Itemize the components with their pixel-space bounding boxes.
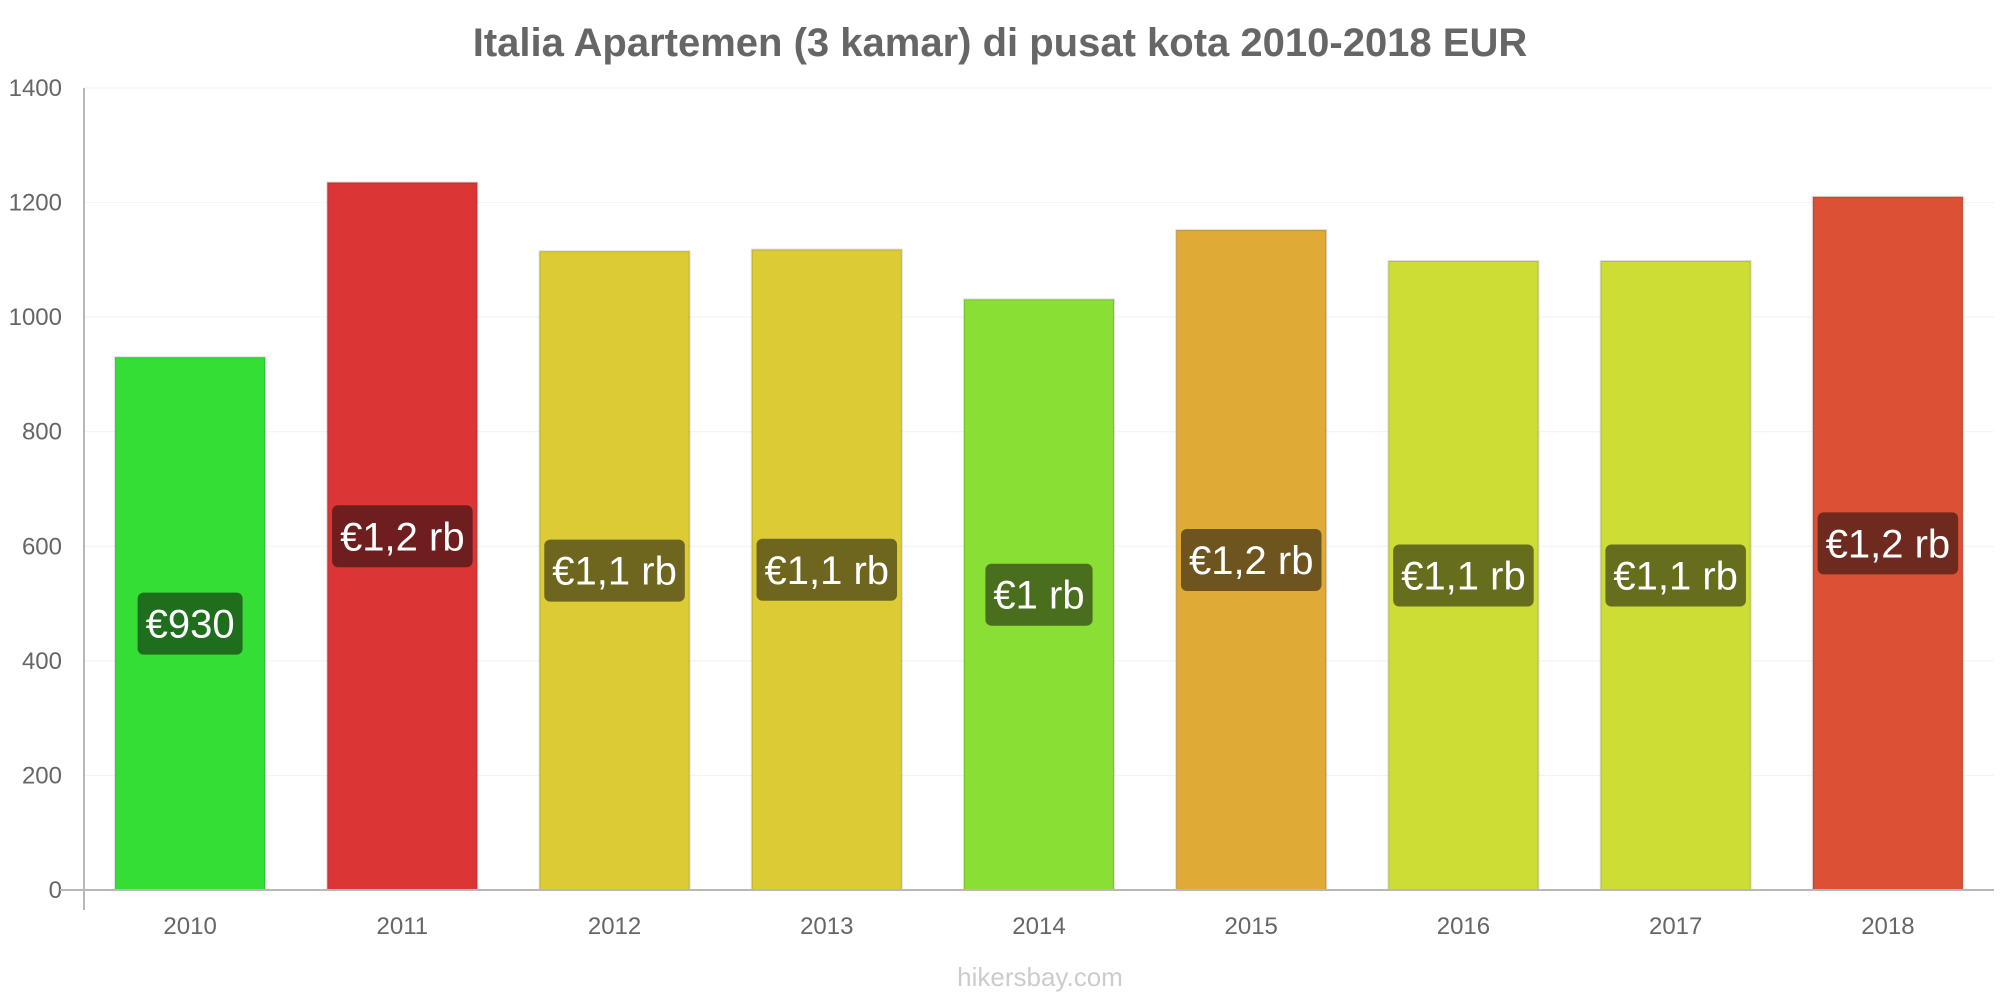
data-label-2011: €1,2 rb — [332, 505, 473, 568]
data-label-2014: €1 rb — [985, 563, 1093, 626]
data-label-background — [1180, 529, 1322, 592]
x-tick-label: 2018 — [1861, 913, 1914, 940]
y-tick-label: 800 — [22, 419, 62, 446]
x-tick-label: 2016 — [1437, 913, 1490, 940]
y-tick-label: 1400 — [9, 75, 62, 102]
data-label-background — [332, 505, 473, 568]
x-tick-label: 2013 — [800, 913, 853, 940]
data-label-background — [1605, 544, 1746, 607]
x-tick-label: 2017 — [1649, 913, 1702, 940]
data-label-background — [137, 592, 243, 655]
data-label-background — [756, 538, 898, 601]
data-labels: €930 €1,2 rb €1,1 rb €1,1 rb €1 rb €1,2 rb €1,… — [137, 505, 1959, 655]
x-tick-label: 2014 — [1012, 913, 1065, 940]
data-label-text: €1,2 rb — [1826, 522, 1951, 566]
data-label-2012: €1,1 rb — [544, 539, 685, 602]
data-label-background — [985, 563, 1093, 626]
data-label-2016: €1,1 rb — [1393, 544, 1534, 607]
data-label-text: €1,1 rb — [1401, 555, 1526, 599]
data-label-text: €1,2 rb — [1189, 539, 1314, 583]
chart-title: Italia Apartemen (3 kamar) di pusat kota… — [473, 21, 1528, 65]
y-tick-label: 1000 — [9, 304, 62, 331]
y-tick-label: 0 — [49, 877, 62, 904]
data-label-text: €1 rb — [993, 574, 1084, 618]
data-label-background — [1817, 512, 1959, 575]
data-label-2018: €1,2 rb — [1817, 512, 1959, 575]
y-tick-label: 600 — [22, 533, 62, 560]
x-axis-ticks: 2010 2011 2012 2013 2014 2015 2016 2017 2018 — [163, 913, 1914, 940]
y-tick-label: 200 — [22, 762, 62, 789]
data-label-2010: €930 — [137, 592, 243, 655]
y-tick-label: 1200 — [9, 190, 62, 217]
x-tick-label: 2015 — [1225, 913, 1278, 940]
data-label-2017: €1,1 rb — [1605, 544, 1746, 607]
source-credit: hikersbay.com — [957, 962, 1123, 992]
data-label-text: €1,1 rb — [1613, 555, 1738, 599]
data-label-text: €1,1 rb — [552, 550, 677, 594]
y-axis-ticks: 0 200 400 600 800 1000 1200 1400 — [9, 75, 62, 904]
data-label-text: €1,1 rb — [765, 549, 890, 593]
x-tick-label: 2012 — [588, 913, 641, 940]
data-label-text: €930 — [146, 603, 235, 647]
x-tick-label: 2011 — [377, 913, 429, 940]
data-label-background — [544, 539, 685, 602]
data-label-background — [1393, 544, 1534, 607]
data-label-2013: €1,1 rb — [756, 538, 898, 601]
x-tick-label: 2010 — [163, 913, 216, 940]
data-label-text: €1,2 rb — [340, 515, 465, 559]
data-label-2015: €1,2 rb — [1180, 529, 1322, 592]
y-tick-label: 400 — [22, 648, 62, 675]
